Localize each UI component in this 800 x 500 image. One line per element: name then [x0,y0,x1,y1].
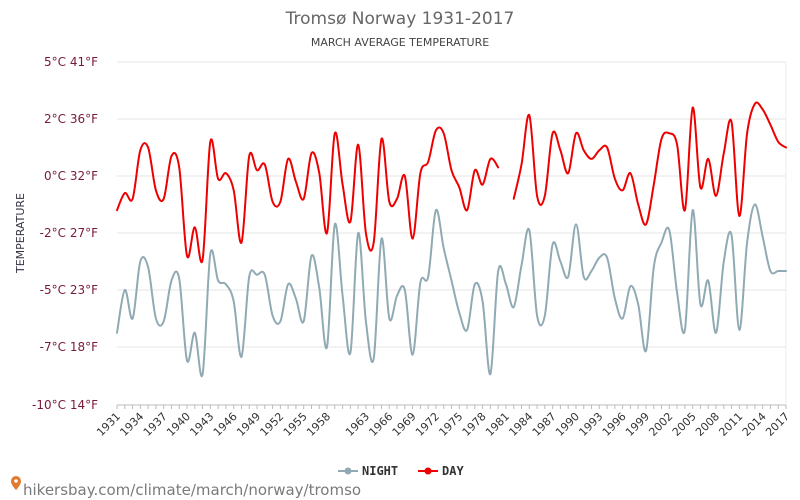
y-tick-label: -7°C 18°F [40,340,98,354]
watermark-text: hikersbay.com/climate/march/norway/troms… [23,481,361,499]
x-tick-label: 2011 [716,410,745,439]
watermark[interactable]: hikersbay.com/climate/march/norway/troms… [11,476,361,499]
x-tick-label: 1996 [600,410,629,439]
x-tick-label: 1990 [553,410,582,439]
location-pin-icon [11,476,21,490]
y-tick-label: 2°C 36°F [44,112,98,126]
x-tick-label: 1955 [281,410,310,439]
legend-night-label: NIGHT [362,464,398,478]
x-tick-label: 1952 [257,410,286,439]
x-tick-label: 1972 [413,410,442,439]
legend-item-night[interactable]: NIGHT [338,464,398,478]
x-tick-label: 1931 [94,410,123,439]
x-tick-label: 2017 [763,410,792,439]
x-tick-label: 1993 [576,410,605,439]
legend: NIGHT DAY [338,464,464,478]
y-tick-label: 5°C 41°F [44,55,98,69]
legend-day-marker [424,467,432,475]
x-tick-label: 2002 [646,410,675,439]
y-axis-ticks: 5°C 41°F 2°C 36°F 0°C 32°F -2°C 27°F -5°C 23… [32,55,98,412]
series-day-line [512,101,787,226]
x-tick-label: 1981 [483,410,512,439]
chart-subtitle: MARCH AVERAGE TEMPERATURE [311,36,489,49]
x-tick-label: 1963 [343,410,372,439]
x-tick-label: 1969 [390,410,419,439]
y-axis-title: TEMPERATURE [14,193,27,274]
x-tick-label: 1934 [117,410,146,439]
x-tick-label: 2005 [670,410,699,439]
x-tick-label: 1966 [366,410,395,439]
x-tick-label: 1937 [141,410,170,439]
x-tick-label: 1943 [187,410,216,439]
x-tick-label: 1958 [304,410,333,439]
x-tick-label: 1975 [436,410,465,439]
series-night-line [116,203,787,378]
y-tick-label: -5°C 23°F [40,283,98,297]
x-tick-label: 1987 [530,410,559,439]
x-tick-label: 1984 [506,410,535,439]
legend-night-marker [344,467,352,475]
x-tick-label: 2014 [740,410,769,439]
legend-day-label: DAY [442,464,464,478]
legend-item-day[interactable]: DAY [418,464,464,478]
x-tick-label: 1978 [460,410,489,439]
x-tick-label: 2008 [693,410,722,439]
series-lines [116,101,787,378]
series-day-line [116,126,500,264]
x-tick-label: 1940 [164,410,193,439]
chart-title: Tromsø Norway 1931-2017 [285,9,515,29]
x-tick-label: 1946 [211,410,240,439]
y-tick-label: 0°C 32°F [44,169,98,183]
x-axis-ticks: 1931193419371940194319461949195219551958… [94,405,792,439]
y-tick-label: -10°C 14°F [32,398,98,412]
grid-lines [117,61,787,406]
y-tick-label: -2°C 27°F [40,226,98,240]
x-tick-label: 1949 [234,410,263,439]
x-tick-label: 1999 [623,410,652,439]
